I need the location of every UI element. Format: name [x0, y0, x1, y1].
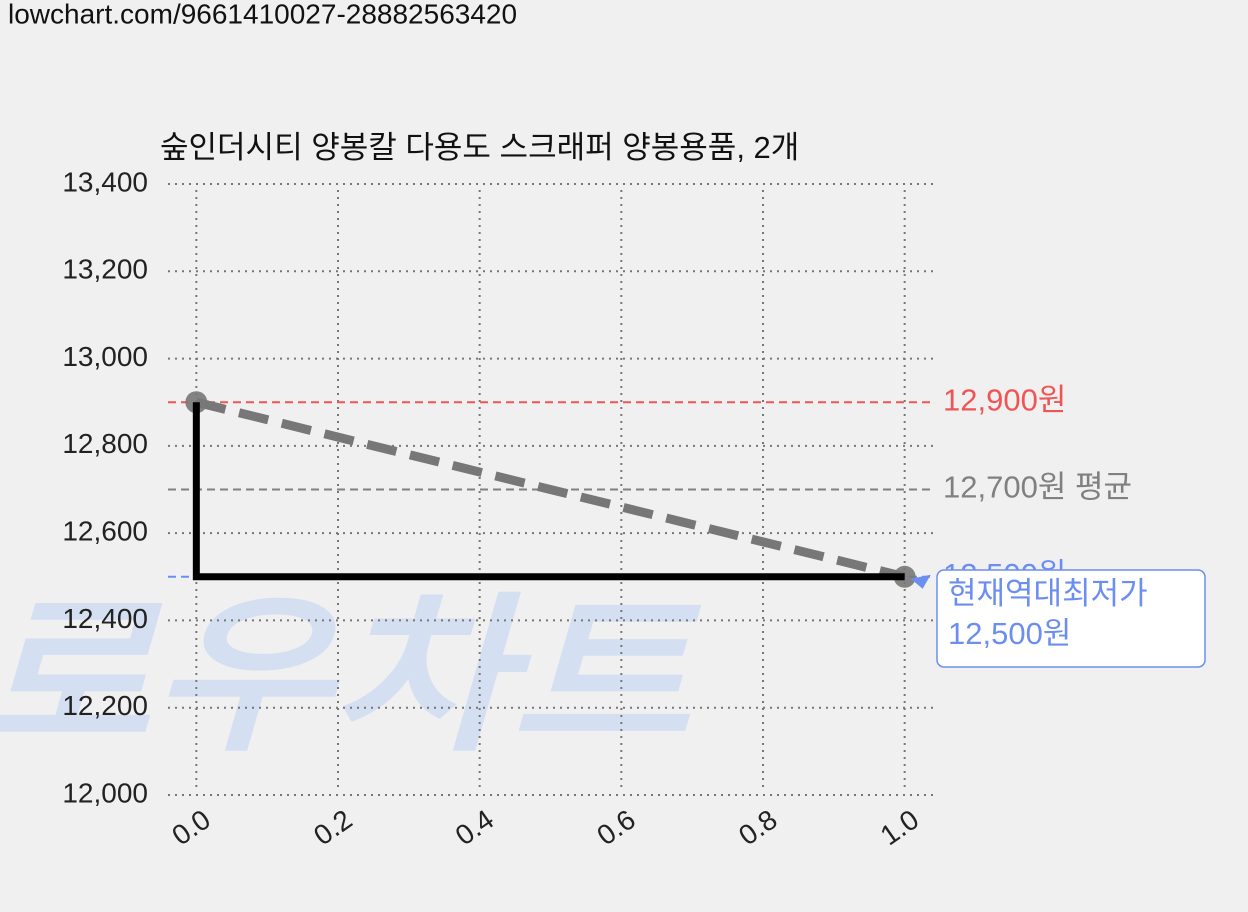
reference-label: 12,900원 — [943, 382, 1066, 417]
series-line — [192, 402, 905, 581]
y-tick-label: 12,600 — [62, 516, 148, 547]
y-tick-label: 13,400 — [62, 166, 148, 197]
reference-label: 12,700원 평균 — [943, 470, 1132, 505]
y-tick-label: 12,800 — [62, 428, 148, 459]
chart-title: 숲인더시티 양봉칼 다용도 스크래퍼 양봉용품, 2개 — [160, 130, 799, 165]
x-tick-label: 0.2 — [308, 804, 358, 852]
y-tick-label: 13,000 — [62, 341, 148, 372]
x-tick-label: 0.4 — [450, 804, 500, 852]
x-tick-label: 0.6 — [591, 804, 641, 852]
x-tick-label: 0.0 — [166, 804, 216, 852]
annotation-text: 12,500원 — [948, 616, 1071, 651]
y-tick-label: 13,200 — [62, 254, 148, 285]
series-line — [195, 397, 906, 582]
annotation-text: 현재역대최저가 — [948, 576, 1148, 611]
x-tick-label: 0.8 — [733, 804, 783, 852]
y-tick-label: 12,400 — [62, 603, 148, 634]
annotation-arrow — [910, 574, 931, 589]
watermark: 로우차트 — [0, 581, 702, 771]
url: lowchart.com/9661410027-28882563420 — [8, 0, 517, 29]
x-tick-label: 1.0 — [875, 804, 925, 852]
annotation-box — [936, 569, 1206, 668]
y-tick-label: 12,200 — [62, 690, 148, 721]
y-tick-label: 12,000 — [62, 777, 148, 808]
